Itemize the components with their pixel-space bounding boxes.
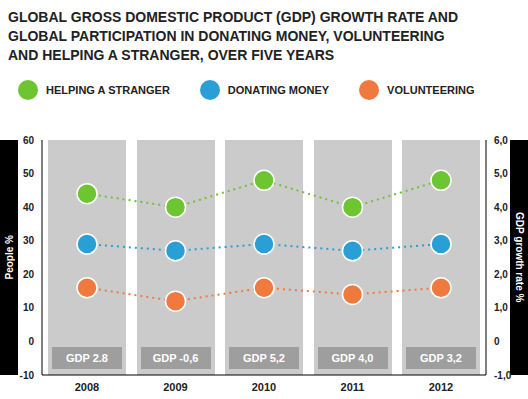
svg-text:50: 50 [23, 168, 35, 179]
html-text:GDP 4,0: GDP 4,0 [331, 352, 374, 364]
svg-text:-1,0: -1,0 [494, 370, 512, 381]
svg-text:2008: 2008 [75, 381, 99, 393]
html-text:VOLUNTEERING: VOLUNTEERING [387, 84, 475, 96]
svg-text:2,0: 2,0 [494, 269, 508, 280]
html-text:GDP 5,2: GDP 5,2 [243, 352, 285, 364]
svg-text:20: 20 [23, 269, 35, 280]
svg-text:2012: 2012 [429, 381, 453, 393]
svg-text:10: 10 [23, 302, 35, 313]
html-text:HELPING A STRANGER: HELPING A STRANGER [46, 84, 170, 96]
svg-text:1,0: 1,0 [494, 302, 508, 313]
svg-text:40: 40 [23, 202, 35, 213]
svg-text:5,0: 5,0 [494, 168, 508, 179]
svg-text:3,0: 3,0 [494, 235, 508, 246]
html-text:GDP -0,6: GDP -0,6 [152, 352, 199, 364]
html-text:DONATING MONEY: DONATING MONEY [227, 84, 330, 96]
svg-text:2010: 2010 [252, 381, 276, 393]
html-text:GDP growth rate %: GDP growth rate % [513, 212, 525, 303]
svg-text:4,0: 4,0 [494, 202, 508, 213]
svg-text:-10: -10 [20, 370, 35, 381]
svg-text:0: 0 [28, 336, 34, 347]
svg-text:60: 60 [23, 135, 35, 146]
svg-text:6,0: 6,0 [494, 135, 508, 146]
html-text:GDP 3,2: GDP 3,2 [420, 352, 462, 364]
svg-text:0: 0 [494, 336, 500, 347]
svg-text:2009: 2009 [163, 381, 187, 393]
svg-text:2011: 2011 [341, 381, 365, 393]
html-text:GDP 2.8: GDP 2.8 [66, 352, 108, 364]
svg-text:30: 30 [23, 235, 35, 246]
html-text:GLOBAL GROSS DOMESTIC PRODUCT: GLOBAL GROSS DOMESTIC PRODUCT (GDP) GROW… [8, 9, 459, 63]
html-text:People %: People % [3, 235, 15, 280]
